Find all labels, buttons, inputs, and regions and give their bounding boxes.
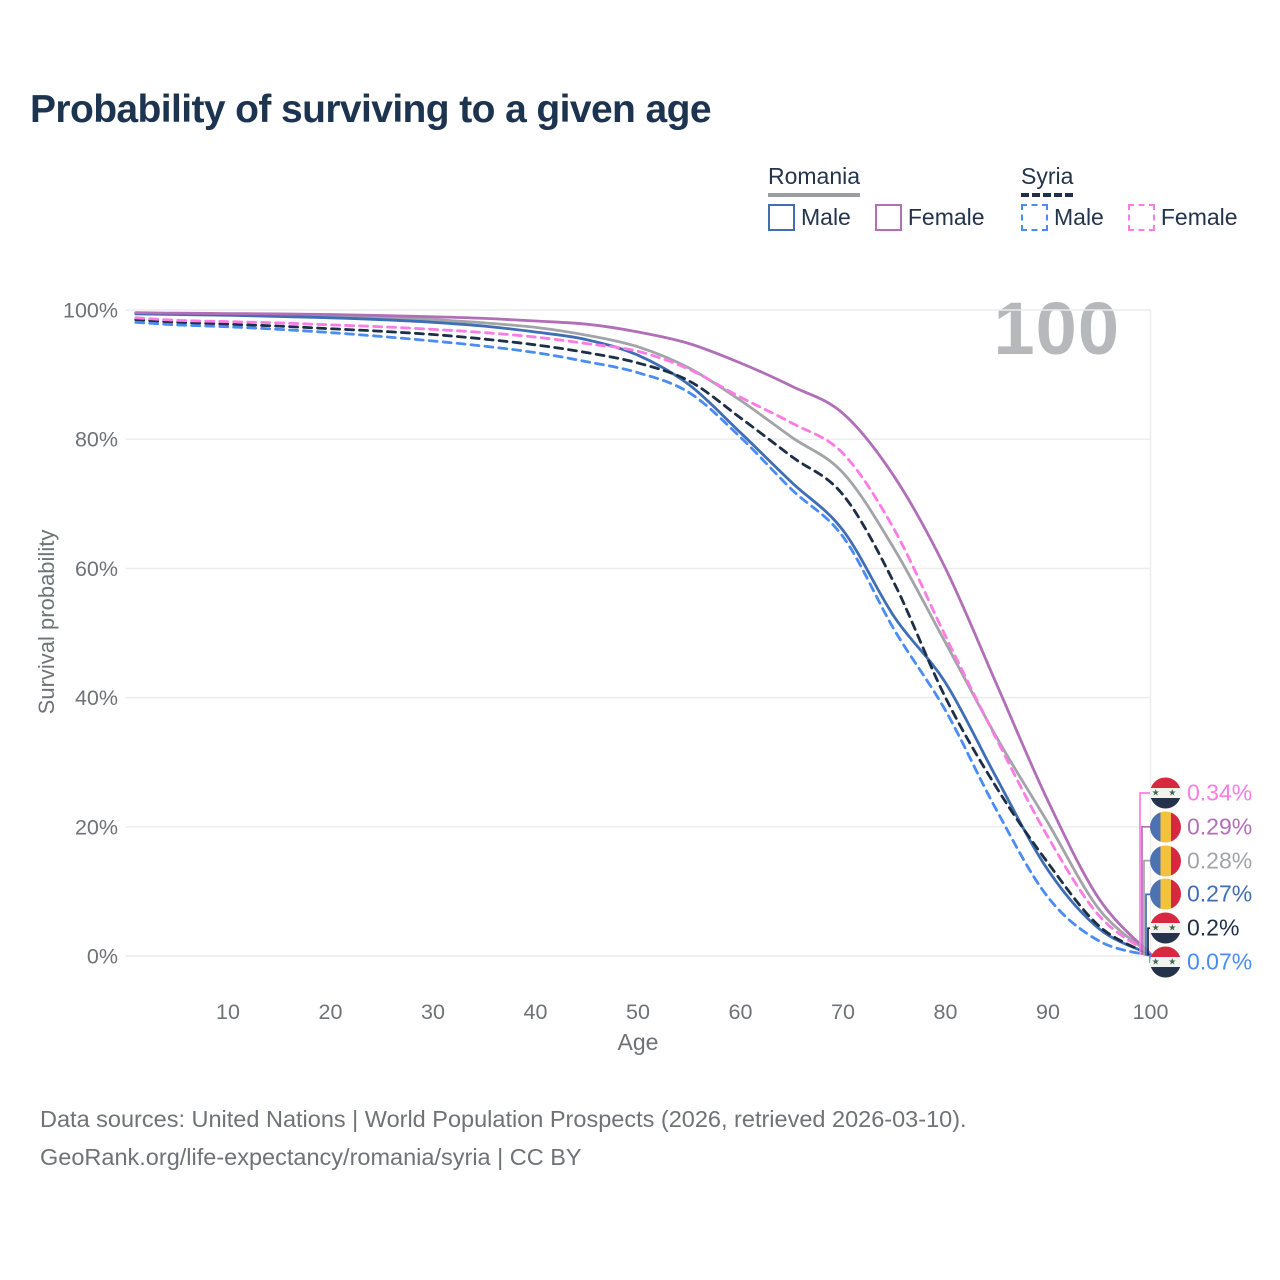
legend-item-syria-female[interactable]: Female	[1127, 204, 1238, 231]
x-tick-label: 80	[934, 1000, 958, 1024]
page-title: Probability of surviving to a given age	[30, 88, 712, 131]
x-axis-title: Age	[618, 1029, 659, 1055]
romania-female-swatch-icon	[874, 204, 902, 231]
syria-male-swatch-icon	[1021, 204, 1048, 231]
romania-flag-icon	[1150, 878, 1181, 910]
x-tick-label: 10	[216, 1000, 240, 1024]
syria-flag-icon: ★ ★	[1150, 912, 1181, 944]
syria-flag-stars: ★ ★	[1151, 922, 1180, 933]
end-label-value: 0.07%	[1187, 948, 1253, 975]
syria-flag-stars: ★ ★	[1151, 956, 1180, 967]
x-tick-label: 90	[1036, 1000, 1060, 1024]
y-tick-label: 20%	[75, 815, 118, 839]
curve-syria_total[interactable]	[134, 318, 1152, 957]
legend-item-syria-male[interactable]: Male	[1021, 204, 1104, 231]
syria-flag-icon: ★ ★	[1150, 946, 1181, 978]
legend-group-romania: Romania Male Female	[768, 163, 1009, 231]
curve-romania_male[interactable]	[134, 312, 1152, 956]
hovered-age-watermark: 100	[993, 287, 1120, 370]
x-tick-label: 60	[729, 1000, 753, 1024]
footer-data-sources: Data sources: United Nations | World Pop…	[40, 1106, 967, 1132]
legend-item-label: Male	[1054, 204, 1104, 230]
end-label-value: 0.28%	[1187, 847, 1253, 874]
syria-female-swatch-icon	[1127, 204, 1155, 231]
x-tick-label: 20	[319, 1000, 343, 1024]
curve-romania_female[interactable]	[134, 311, 1152, 956]
y-tick-label: 40%	[75, 686, 118, 710]
syria-flag-stars: ★ ★	[1151, 787, 1180, 798]
legend-item-romania-male[interactable]: Male	[768, 204, 851, 231]
x-tick-label: 70	[831, 1000, 855, 1024]
end-label-row-romania_female[interactable]: 0.29%	[1150, 811, 1253, 843]
legend-group-syria: Syria Male Female	[1021, 163, 1238, 231]
legend-group-title-romania: Romania	[768, 163, 861, 197]
syria-flag-icon: ★ ★	[1150, 777, 1181, 809]
footer-attribution: GeoRank.org/life-expectancy/romania/syri…	[40, 1144, 582, 1170]
legend-item-romania-female[interactable]: Female	[874, 204, 985, 231]
legend-item-label: Male	[801, 204, 851, 230]
legend-item-label: Female	[1160, 204, 1238, 230]
x-tick-label: 100	[1133, 1000, 1169, 1024]
romania-flag-icon	[1150, 845, 1181, 877]
end-label-row-syria_female[interactable]: ★ ★ 0.34%	[1150, 777, 1253, 809]
x-tick-label: 50	[626, 1000, 650, 1024]
romania-male-swatch-icon	[768, 204, 795, 231]
end-label-value: 0.29%	[1187, 813, 1253, 840]
y-tick-label: 80%	[75, 428, 118, 452]
legend-group-title-syria: Syria	[1021, 163, 1074, 197]
y-tick-label: 0%	[87, 945, 118, 969]
y-tick-label: 100%	[63, 299, 118, 323]
end-label-row-romania_total[interactable]: 0.28%	[1150, 845, 1253, 877]
romania-flag-icon	[1150, 811, 1181, 843]
curve-romania_total[interactable]	[134, 311, 1152, 956]
end-label-value: 0.2%	[1187, 914, 1240, 941]
y-tick-label: 60%	[75, 557, 118, 581]
end-label-row-syria_male[interactable]: ★ ★ 0.07%	[1150, 946, 1253, 978]
x-tick-label: 40	[524, 1000, 548, 1024]
end-label-value: 0.34%	[1187, 779, 1253, 806]
end-label-row-romania_male[interactable]: 0.27%	[1150, 878, 1253, 910]
curve-syria_female[interactable]	[134, 316, 1152, 956]
end-label-row-syria_total[interactable]: ★ ★ 0.2%	[1150, 912, 1240, 944]
x-tick-label: 30	[421, 1000, 445, 1024]
curve-syria_male[interactable]	[134, 320, 1152, 957]
end-label-value: 0.27%	[1187, 880, 1253, 907]
legend-item-label: Female	[907, 204, 985, 230]
